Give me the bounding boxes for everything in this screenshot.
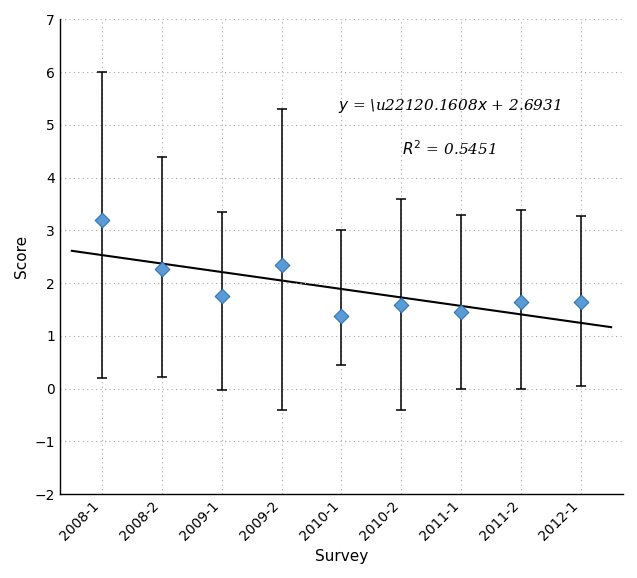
Point — [97, 215, 107, 224]
Text: $\mathit{y}$ = \u22120.1608$\mathit{x}$ + 2.6931: $\mathit{y}$ = \u22120.1608$\mathit{x}$ … — [338, 98, 561, 116]
Point — [576, 297, 586, 306]
X-axis label: Survey: Survey — [315, 549, 368, 564]
Point — [336, 311, 347, 320]
Y-axis label: Score: Score — [14, 235, 29, 279]
Point — [456, 307, 466, 317]
Point — [396, 301, 406, 310]
Text: $\mathit{R}^{2}$ = 0.5451: $\mathit{R}^{2}$ = 0.5451 — [403, 139, 496, 158]
Point — [276, 260, 287, 269]
Point — [217, 292, 227, 301]
Point — [157, 264, 167, 273]
Point — [516, 297, 526, 306]
